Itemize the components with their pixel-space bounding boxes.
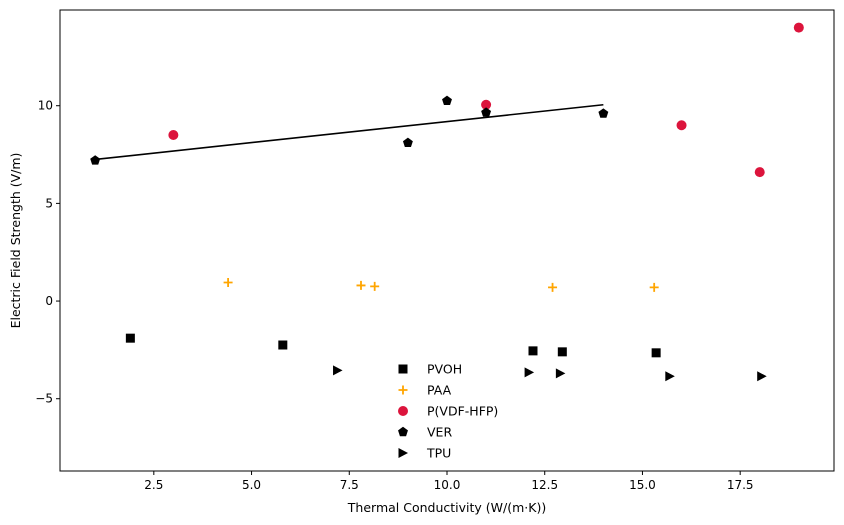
- data-point-tpu: [555, 368, 566, 379]
- legend-marker-paa: [398, 385, 408, 395]
- legend-label-p-vdf-hfp: P(VDF-HFP): [427, 404, 498, 419]
- legend-label-tpu: TPU: [426, 446, 451, 461]
- data-point-p-vdf-hfp: [754, 167, 765, 178]
- data-point-pvoh: [278, 340, 288, 350]
- data-point-ver: [90, 155, 101, 165]
- x-tick-label: 10.0: [434, 478, 461, 492]
- y-tick-label: 5: [45, 196, 53, 210]
- x-tick-label: 15.0: [629, 478, 656, 492]
- legend-marker-tpu: [398, 448, 408, 458]
- series-ver: [90, 95, 609, 165]
- data-point-pvoh: [557, 347, 567, 357]
- data-point-ver: [442, 95, 452, 106]
- x-tick-label: 5.0: [242, 478, 261, 492]
- data-point-p-vdf-hfp: [793, 22, 804, 33]
- x-axis-label: Thermal Conductivity (W/(m·K)): [347, 500, 546, 515]
- data-point-pvoh: [651, 348, 661, 358]
- data-point-tpu: [665, 371, 675, 382]
- data-point-p-vdf-hfp: [676, 120, 687, 131]
- x-tick-label: 2.5: [144, 478, 163, 492]
- x-axis: 2.5 5.0 7.5 10.0 12.5 15.0 17.5: [144, 471, 754, 492]
- series-pvoh: [125, 333, 661, 358]
- legend-marker-pvoh: [398, 364, 408, 374]
- x-tick-label: 7.5: [340, 478, 359, 492]
- x-tick-label: 17.5: [727, 478, 754, 492]
- y-tick-label: −5: [35, 392, 53, 406]
- legend-label-ver: VER: [427, 425, 452, 440]
- legend-marker-p-vdf-hfp: [398, 406, 408, 416]
- trend-line: [95, 103, 604, 161]
- data-point-paa: [548, 282, 558, 292]
- y-axis: −5 0 5 10: [35, 99, 60, 406]
- data-point-ver: [598, 108, 609, 118]
- data-point-pvoh: [528, 346, 538, 356]
- data-point-ver: [481, 107, 492, 117]
- data-point-paa: [370, 281, 380, 291]
- data-point-p-vdf-hfp: [481, 99, 492, 110]
- data-point-ver: [402, 137, 413, 148]
- plot-frame: [59, 9, 835, 472]
- data-point-pvoh: [125, 333, 135, 343]
- y-axis-label: Electric Field Strength (V/m): [8, 153, 23, 329]
- data-point-tpu: [524, 367, 535, 378]
- legend-label-pvoh: PVOH: [427, 362, 462, 377]
- y-tick-label: 0: [45, 294, 53, 308]
- legend-marker-ver: [398, 426, 408, 437]
- series-tpu: [333, 365, 767, 382]
- data-point-p-vdf-hfp: [168, 130, 179, 141]
- series-p-vdf-hfp: [168, 22, 804, 178]
- legend-label-paa: PAA: [427, 383, 452, 398]
- data-point-paa: [223, 277, 233, 287]
- data-point-paa: [649, 282, 659, 292]
- legend: PVOH PAA P(VDF-HFP) VER TPU: [398, 362, 498, 461]
- x-tick-label: 12.5: [531, 478, 558, 492]
- plot-marks: [90, 22, 804, 382]
- data-point-paa: [356, 280, 366, 290]
- y-tick-label: 10: [38, 99, 53, 113]
- data-point-tpu: [333, 365, 343, 376]
- series-paa: [223, 277, 659, 292]
- data-point-tpu: [757, 371, 767, 382]
